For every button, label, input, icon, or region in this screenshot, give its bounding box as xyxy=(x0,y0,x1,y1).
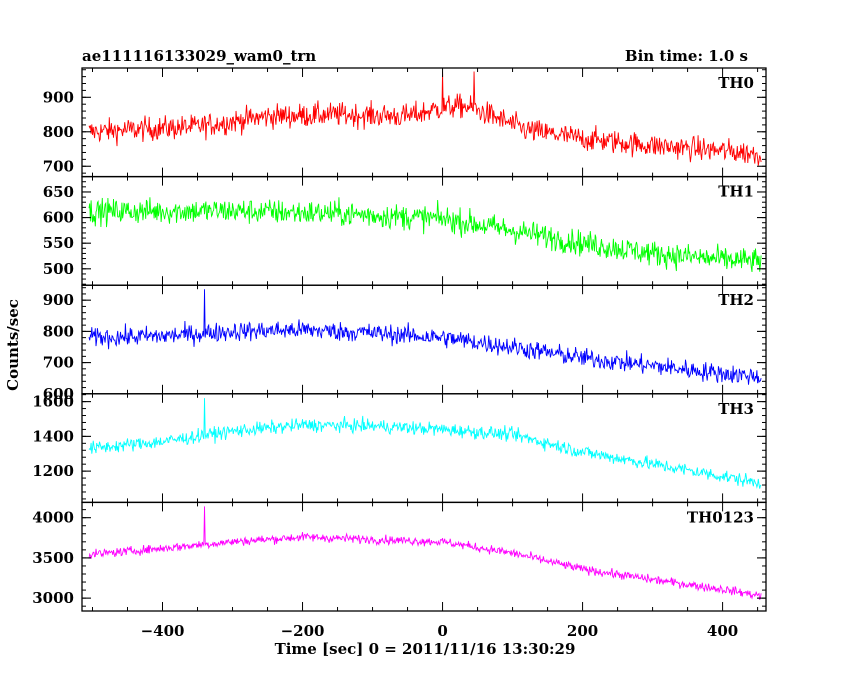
x-tick-label: −400 xyxy=(141,622,185,640)
x-axis: −400 −200 0 200 400 xyxy=(141,622,739,640)
y-tick-label: 1200 xyxy=(32,462,74,480)
y-tick-label: 650 xyxy=(43,183,74,201)
x-tick-label: 200 xyxy=(567,622,598,640)
panel-frame xyxy=(81,284,767,395)
panels: 700 800 900 TH0 500 550 600 650 TH1 600 700 800 900 T… xyxy=(32,67,767,612)
panel-name-label: TH3 xyxy=(718,400,754,418)
x-axis-label: Time [sec] 0 = 2011/11/16 13:30:29 xyxy=(275,640,576,658)
series-line-th2 xyxy=(88,289,762,385)
panel-th2: 600 700 800 900 TH2 xyxy=(43,284,767,403)
panel-name-label: TH0123 xyxy=(687,508,754,526)
x-tick-label: −200 xyxy=(281,622,325,640)
panel-frame xyxy=(81,501,767,612)
y-tick-label: 800 xyxy=(43,123,74,141)
y-tick-label: 600 xyxy=(43,385,74,403)
y-tick-label: 550 xyxy=(43,234,74,252)
panel-name-label: TH2 xyxy=(718,291,754,309)
y-axis-label: Counts/sec xyxy=(4,299,22,391)
y-tick-label: 1600 xyxy=(32,393,74,411)
x-tick-label: 0 xyxy=(437,622,447,640)
y-tick-label: 3500 xyxy=(32,549,74,567)
y-tick-label: 700 xyxy=(43,354,74,372)
bin-time-label: Bin time: 1.0 s xyxy=(625,47,748,65)
panel-name-label: TH0 xyxy=(718,74,754,92)
panel-th0: 700 800 900 TH0 xyxy=(43,67,767,178)
y-tick-label: 900 xyxy=(43,88,74,106)
y-tick-label: 1400 xyxy=(32,427,74,445)
panel-name-label: TH1 xyxy=(718,183,754,201)
y-tick-label: 3000 xyxy=(32,589,74,607)
panel-frame xyxy=(81,393,767,504)
y-tick-label: 800 xyxy=(43,322,74,340)
x-tick-label: 400 xyxy=(707,622,738,640)
y-tick-label: 600 xyxy=(43,209,74,227)
panel-frame xyxy=(81,67,767,178)
series-line-th1 xyxy=(88,197,762,273)
series-line-th0123 xyxy=(88,506,762,601)
panel-th1: 500 550 600 650 TH1 xyxy=(43,175,767,286)
series-line-th0 xyxy=(88,71,762,166)
y-tick-label: 900 xyxy=(43,291,74,309)
panel-th0123: 3000 3500 4000 TH0123 xyxy=(32,501,767,612)
chart-title: ae111116133029_wam0_trn xyxy=(82,47,316,65)
panel-th3: 1200 1400 1600 TH3 xyxy=(32,393,767,504)
y-tick-label: 700 xyxy=(43,157,74,175)
y-tick-label: 500 xyxy=(43,260,74,278)
y-tick-label: 4000 xyxy=(32,509,74,527)
series-line-th3 xyxy=(88,398,762,489)
